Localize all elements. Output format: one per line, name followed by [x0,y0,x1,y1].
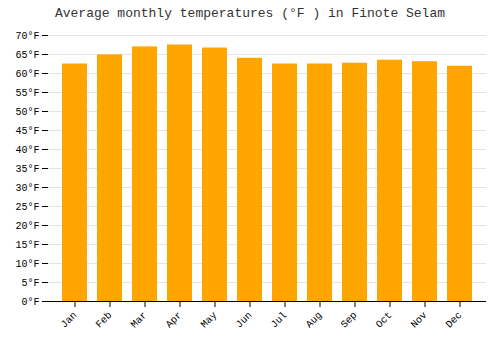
svg-text:20°F: 20°F [15,221,39,232]
svg-text:50°F: 50°F [15,107,39,118]
svg-text:70°F: 70°F [15,31,39,42]
svg-text:60°F: 60°F [15,69,39,80]
svg-text:May: May [199,310,220,331]
svg-text:25°F: 25°F [15,202,39,213]
svg-text:40°F: 40°F [15,145,39,156]
html-text:Average monthly temperatures (: Average monthly temperatures (°F ) in Fi… [55,6,445,21]
svg-text:10°F: 10°F [15,259,39,270]
svg-text:Mar: Mar [129,310,150,331]
svg-text:0°F: 0°F [21,297,39,308]
svg-text:5°F: 5°F [21,278,39,289]
svg-text:30°F: 30°F [15,183,39,194]
svg-text:Nov: Nov [409,310,430,331]
svg-text:Sep: Sep [339,310,360,331]
svg-text:65°F: 65°F [15,50,39,61]
svg-text:Jun: Jun [234,310,255,331]
svg-text:Aug: Aug [304,310,325,331]
svg-text:Oct: Oct [374,310,395,331]
svg-text:45°F: 45°F [15,126,39,137]
svg-text:55°F: 55°F [15,88,39,99]
svg-text:15°F: 15°F [15,240,39,251]
svg-text:35°F: 35°F [15,164,39,175]
svg-text:Jul: Jul [269,310,290,331]
svg-text:Apr: Apr [164,310,185,331]
svg-text:Dec: Dec [444,310,465,331]
svg-text:Jan: Jan [59,310,80,331]
svg-text:Feb: Feb [94,310,115,331]
